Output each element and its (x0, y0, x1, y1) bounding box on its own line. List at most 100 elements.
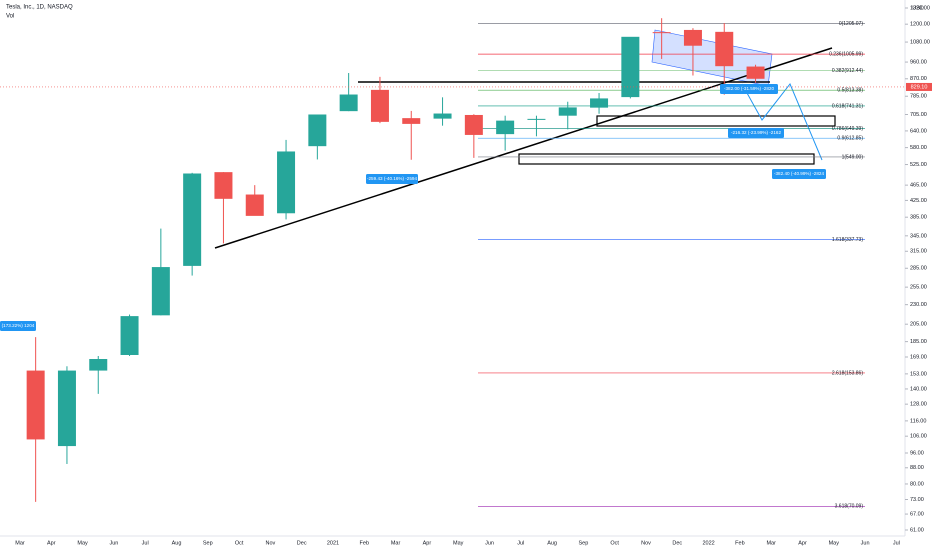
fib-label: 0.5(813.38) (837, 88, 863, 94)
volume-label: Vol (6, 14, 14, 20)
y-tick-label: 1320.00 (910, 5, 930, 11)
y-tick-label: 785.00 (910, 94, 927, 100)
x-tick-label: May (77, 540, 88, 546)
x-tick-label: 2022 (702, 540, 714, 546)
x-tick-label: Aug (172, 540, 182, 546)
candle-body (402, 118, 421, 124)
x-tick-label: Sep (579, 540, 589, 546)
x-tick-label: Jul (517, 540, 524, 546)
y-tick-label: 88.00 (910, 465, 924, 471)
candle-body (120, 316, 139, 355)
zone-box (518, 153, 815, 165)
candle-body (308, 114, 327, 147)
x-tick-label: Feb (735, 540, 744, 546)
x-tick-label: Jun (109, 540, 118, 546)
candle-body (214, 172, 233, 199)
x-tick-label: Sep (203, 540, 213, 546)
y-tick-label: 640.00 (910, 128, 927, 134)
x-tick-label: Apr (47, 540, 56, 546)
x-tick-label: Jul (142, 540, 149, 546)
x-tick-label: Nov (641, 540, 651, 546)
y-tick-label: 705.00 (910, 112, 927, 118)
x-tick-label: Mar (391, 540, 401, 546)
x-tick-label: Jul (893, 540, 900, 546)
measure-box (720, 84, 778, 94)
candle-body (89, 359, 108, 371)
y-tick-label: 205.00 (910, 322, 927, 328)
y-tick-label: 140.00 (910, 386, 927, 392)
x-tick-label: Aug (547, 540, 557, 546)
y-tick-label: 960.00 (910, 60, 927, 66)
x-tick-label: Oct (235, 540, 244, 546)
x-tick-label: Mar (766, 540, 776, 546)
fib-label: 3.618(70.09) (835, 504, 864, 510)
candle-body (57, 370, 76, 447)
candle-body (683, 29, 702, 46)
x-tick-label: Apr (423, 540, 432, 546)
x-tick-label: Feb (360, 540, 369, 546)
candle-body (652, 32, 671, 34)
x-tick-label: Dec (672, 540, 682, 546)
y-tick-label: 73.00 (910, 497, 924, 503)
measure-label: (173.22%) 1204 (2, 323, 35, 328)
y-tick-label: 80.00 (910, 481, 924, 487)
candle-body (370, 89, 389, 122)
x-tick-label: Apr (798, 540, 807, 546)
fib-label: 1.618(337.73) (832, 237, 863, 243)
measure-box (0, 321, 36, 331)
measure-label: -382.40 (-40.99%) -2824 (774, 171, 824, 176)
currency: USD (912, 5, 924, 11)
y-tick-label: 255.00 (910, 285, 927, 291)
candle-body (433, 113, 452, 119)
x-tick-label: May (829, 540, 840, 546)
y-tick-label: 96.00 (910, 450, 924, 456)
y-tick-label: 870.00 (910, 76, 927, 82)
y-tick-label: 153.00 (910, 371, 927, 377)
x-tick-label: Nov (266, 540, 276, 546)
fib-label: 0.382(912.44) (832, 68, 863, 74)
measure-label: -259.43 (-40.16%) -2594 (367, 176, 417, 181)
y-tick-label: 1200.00 (910, 22, 930, 28)
fib-label: 1(549.00) (842, 154, 864, 160)
y-tick-label: 425.00 (910, 198, 927, 204)
candle-body (496, 120, 515, 135)
measure-box (772, 169, 826, 179)
y-tick-label: 106.00 (910, 434, 927, 440)
candle-body (183, 173, 202, 266)
measure-label: -382.00 (-31.59%) -2820 (724, 86, 774, 91)
x-tick-label: Oct (610, 540, 619, 546)
x-tick-label: 2021 (327, 540, 339, 546)
candle-body (151, 267, 170, 316)
zone-box (596, 115, 836, 127)
measure-label: -216.32 (-23.99%) -2162 (731, 130, 781, 135)
y-tick-label: 525.00 (910, 162, 927, 168)
x-tick-label: May (453, 540, 464, 546)
y-tick-label: 67.00 (910, 512, 924, 518)
y-tick-label: 1080.00 (910, 40, 930, 46)
last-price-label: 829.10 (911, 84, 928, 90)
y-tick-label: 116.00 (910, 418, 926, 424)
fib-label: 0.9(612.85) (837, 136, 863, 142)
fib-label: 0.236(1005.99) (829, 51, 863, 57)
candle-body (590, 98, 609, 108)
x-tick-label: Jun (861, 540, 870, 546)
y-tick-label: 465.00 (910, 183, 927, 189)
candle-body (277, 151, 296, 214)
fib-label: 0.618(741.31) (832, 103, 863, 109)
y-tick-label: 128.00 (910, 402, 927, 408)
fib-label: 0.786(649.39) (832, 126, 863, 132)
x-tick-label: Dec (297, 540, 307, 546)
measure-box (728, 128, 784, 138)
y-tick-label: 580.00 (910, 145, 927, 151)
projection-path (741, 83, 823, 161)
y-tick-label: 169.00 (910, 354, 927, 360)
y-tick-label: 285.00 (910, 266, 927, 272)
candle-body (746, 66, 765, 79)
last-price-tag (906, 82, 932, 91)
candle-body (558, 107, 577, 116)
x-tick-label: Mar (15, 540, 25, 546)
measure-box (366, 174, 418, 184)
y-tick-label: 385.00 (910, 215, 927, 221)
y-tick-label: 345.00 (910, 233, 927, 239)
